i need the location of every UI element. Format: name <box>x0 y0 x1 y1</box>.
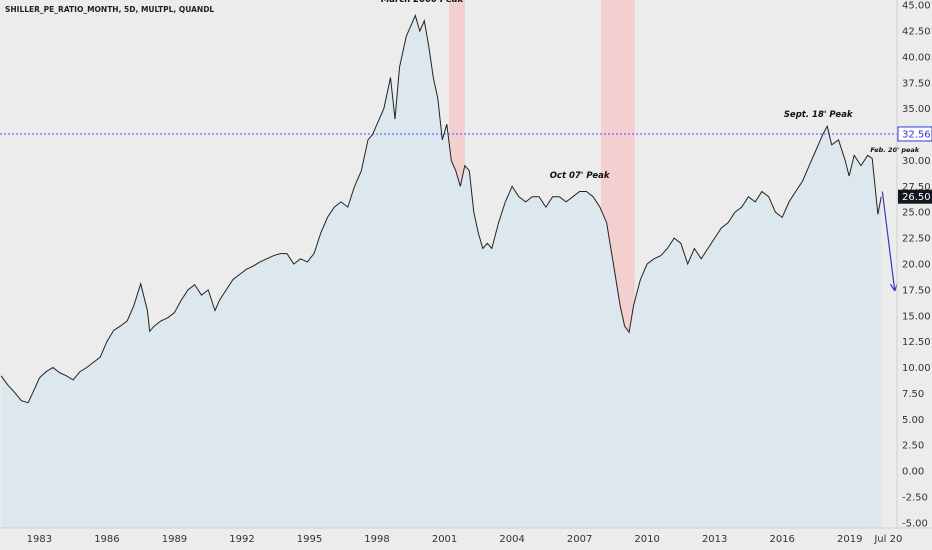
annotation-3: Feb. 20' peak <box>870 146 919 154</box>
price-badges: 32.56 26.50 <box>897 126 932 204</box>
pe-ratio-area <box>1 15 882 528</box>
current-value-badge: 26.50 <box>902 192 931 203</box>
y-tick-label: 15.00 <box>902 311 931 322</box>
x-tick-label: 1992 <box>229 534 254 545</box>
x-tick-label: 2016 <box>769 534 794 545</box>
x-axis[interactable]: 1983 1986 1989 1992 1995 1998 2001 2004 2007 2010… <box>0 527 932 545</box>
annotation-2: Sept. 18' Peak <box>784 110 854 120</box>
x-tick-label: 1983 <box>27 534 52 545</box>
arrow-shaft <box>881 191 896 291</box>
y-tick-label: 30.00 <box>902 156 931 167</box>
arrow-head-1 <box>889 283 896 292</box>
y-tick-label: 20.00 <box>902 260 931 271</box>
y-tick-label: 5.00 <box>902 415 924 426</box>
y-tick-label: 7.50 <box>902 389 924 400</box>
x-tick-label: 2007 <box>567 534 592 545</box>
y-tick-label: 10.00 <box>902 363 931 374</box>
y-tick-label: -2.50 <box>902 492 928 503</box>
x-tick-label: 2001 <box>432 534 457 545</box>
y-tick-label: 22.50 <box>902 234 931 245</box>
x-tick-label: 1998 <box>364 534 389 545</box>
x-tick-label: 1995 <box>297 534 322 545</box>
y-tick-label: 40.00 <box>902 52 931 63</box>
x-tick-label: 20 <box>890 534 903 545</box>
y-tick-label: -5.00 <box>902 518 928 529</box>
y-tick-label: 17.50 <box>902 285 931 296</box>
y-tick-label: 2.50 <box>902 441 924 452</box>
annotations: March 2000 Peak Oct 07' Peak Sept. 18' Pea… <box>381 0 920 181</box>
x-tick-label: Jul <box>873 534 886 545</box>
y-tick-label: 12.50 <box>902 337 931 348</box>
annotation-1: Oct 07' Peak <box>550 171 611 181</box>
y-tick-label: 42.50 <box>902 27 931 38</box>
current-value-badge-bg <box>898 189 932 204</box>
reference-badge: 32.56 <box>902 129 931 140</box>
x-tick-label: 2019 <box>837 534 862 545</box>
x-tick-label: 1989 <box>162 534 187 545</box>
y-tick-label: 25.00 <box>902 208 931 219</box>
y-tick-label: 0.00 <box>902 467 924 478</box>
annotation-0: March 2000 Peak <box>381 0 465 5</box>
y-tick-label: 35.00 <box>902 104 931 115</box>
x-tick-label: 2004 <box>499 534 524 545</box>
y-tick-label: 45.00 <box>902 1 931 12</box>
y-tick-label: 27.50 <box>902 182 931 193</box>
pe-ratio-line <box>0 14 882 404</box>
y-tick-label: 37.50 <box>902 78 931 89</box>
x-tick-label: 2013 <box>702 534 727 545</box>
chart-symbol-title: SHILLER_PE_RATIO_MONTH, 5D, MULTPL, QUAN… <box>5 5 214 14</box>
reference-badge-bg <box>897 126 932 142</box>
x-tick-label: 2010 <box>634 534 659 545</box>
x-tick-label: 1986 <box>94 534 119 545</box>
